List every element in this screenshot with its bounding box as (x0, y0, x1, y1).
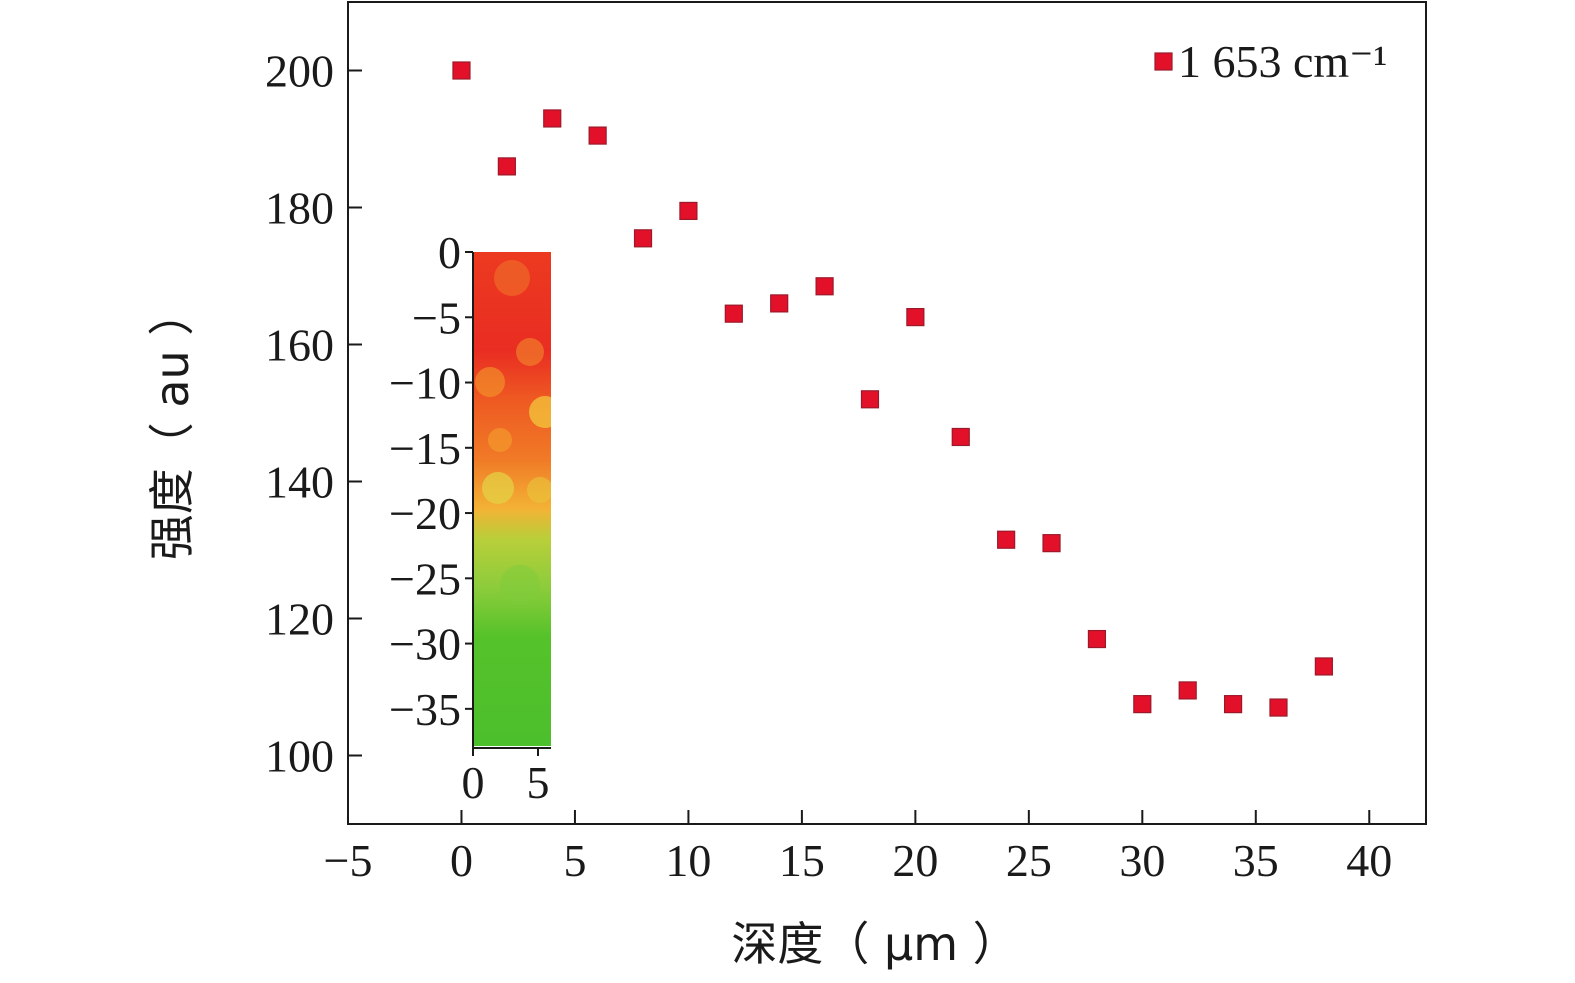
plot-frame (347, 1, 1427, 825)
y-tick-label: 100 (265, 731, 334, 782)
inset-y-tick-label: −5 (412, 292, 461, 343)
data-point (1314, 657, 1333, 676)
data-point (860, 390, 880, 409)
inset-blob (482, 472, 514, 504)
inset-y-tick-label: −10 (389, 358, 461, 409)
data-point (543, 109, 562, 128)
data-point (633, 229, 653, 248)
data-point (997, 530, 1016, 549)
data-point (1178, 681, 1197, 700)
inset-y-tick-label: 0 (438, 227, 461, 278)
inset-blob (516, 338, 544, 366)
data-point (497, 157, 516, 176)
data-point (906, 308, 925, 327)
y-tick-label: 200 (265, 46, 334, 97)
inset-x-tick-label: 5 (527, 757, 550, 808)
inset-axes: 0−5−10−15−20−25−30−350 5 (389, 227, 549, 808)
data-point (770, 294, 789, 313)
data-point (1223, 695, 1243, 714)
inset-y-tick-label: −15 (389, 423, 461, 474)
y-tick-label: 120 (265, 594, 334, 645)
inset-blob (488, 428, 512, 452)
x-tick-label: 5 (563, 835, 586, 886)
legend-label: 1 653 cm⁻¹ (1178, 36, 1387, 87)
data-point (452, 61, 471, 80)
data-point (1087, 629, 1107, 649)
x-tick-label: 20 (892, 835, 938, 886)
data-point (1042, 534, 1061, 553)
y-tick-label: 140 (265, 457, 334, 508)
x-tick-label: 25 (1006, 835, 1052, 886)
legend: 1 653 cm⁻¹ (1154, 36, 1387, 87)
inset-y-tick-label: −30 (389, 619, 461, 670)
inset-heatmap: 0−5−10−15−20−25−30−350 5 (389, 227, 551, 808)
data-point (588, 126, 607, 145)
inset-blob (494, 260, 530, 296)
inset-y-tick-label: −25 (389, 553, 461, 604)
inset-y-tick-label: −35 (389, 684, 461, 735)
x-axis-title: 深度（ μm ） (731, 917, 1018, 971)
y-tick-label: 180 (265, 183, 334, 234)
y-tick-label: 160 (265, 320, 334, 371)
x-tick-label: 15 (779, 835, 825, 886)
data-point (724, 304, 743, 323)
x-tick-label: 35 (1233, 835, 1279, 886)
y-axis: 100 120 140 160 180 200 (265, 46, 362, 782)
inset-x-tick-label: 0 (462, 757, 485, 808)
data-point (679, 201, 698, 221)
x-tick-label: 40 (1346, 835, 1392, 886)
x-tick-label: 0 (450, 835, 473, 886)
x-tick-label: −5 (324, 835, 373, 886)
data-point (1269, 698, 1288, 717)
x-axis: −5 0 5 10 15 20 25 30 35 40 (324, 810, 1392, 886)
inset-blob (527, 477, 551, 503)
inset-blob (500, 565, 540, 605)
data-series (452, 61, 1333, 717)
x-tick-label: 30 (1119, 835, 1165, 886)
data-point (815, 277, 834, 296)
x-tick-label: 10 (665, 835, 711, 886)
inset-y-tick-label: −20 (389, 488, 461, 539)
inset-blob (529, 396, 551, 428)
data-point (951, 427, 970, 447)
y-axis-title: 强度（ au ） (145, 290, 199, 561)
data-point (1133, 695, 1152, 714)
inset-blob (475, 367, 505, 397)
legend-marker (1154, 52, 1173, 71)
